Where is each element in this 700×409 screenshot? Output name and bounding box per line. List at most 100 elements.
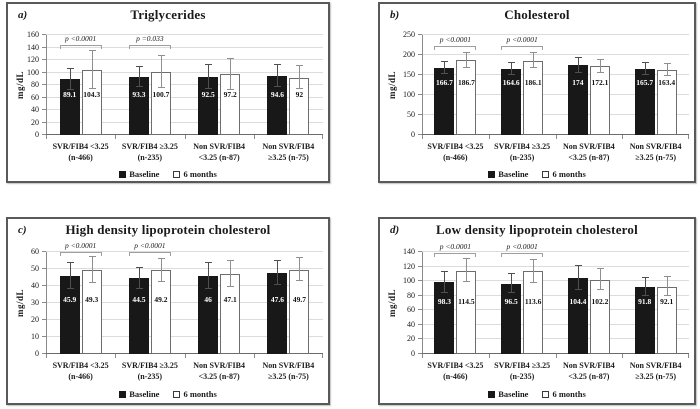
error-bar-cap — [508, 273, 516, 275]
bar-value-label: 93.3 — [132, 90, 146, 99]
significance-bracket — [434, 46, 477, 51]
bar-baseline — [434, 68, 455, 135]
category-label-line2: (n-466) — [443, 372, 468, 381]
y-tick-mark — [42, 285, 46, 287]
x-axis-line — [46, 134, 323, 135]
error-bar — [577, 266, 579, 290]
error-bar-cap — [88, 282, 96, 284]
gridline — [46, 34, 323, 35]
bar-group: 91.8 92.1 — [622, 252, 689, 354]
y-tick-label: 120 — [27, 55, 39, 64]
bar-value-label: 49.2 — [154, 294, 168, 304]
bar-baseline — [128, 278, 149, 354]
gridline — [422, 309, 689, 311]
category-label-line2: (n-466) — [68, 372, 93, 381]
bar-value-label: 104.4 — [569, 297, 587, 307]
error-bar-cap — [641, 61, 649, 63]
panel-b-cholesterol: b) Cholesterol mg/dL 0 50 100 150 200 250 166.7 18… — [378, 2, 696, 183]
category-label-line2: ≥3.25 (n-75) — [267, 153, 309, 162]
bar-value-label: 89.1 — [63, 90, 77, 99]
category-label-line1: SVR/FIB4 ≥3.25 — [494, 361, 551, 370]
error-bar-cap — [66, 262, 74, 264]
bar-value-label: 164.6 — [502, 78, 520, 87]
category-label-line1: SVR/FIB4 <3.25 — [427, 142, 484, 151]
category-label-line1: Non SVR/FIB4 — [562, 142, 615, 151]
bar-value-label: 163.4 — [658, 78, 676, 87]
y-tick-label: 160 — [27, 30, 39, 39]
y-tick-label: 0 — [35, 349, 39, 358]
x-axis-labels: SVR/FIB4 <3.25 (n-466) SVR/FIB4 ≥3.25 (n-23… — [422, 360, 689, 382]
gridline — [46, 302, 323, 303]
error-bar-cap — [663, 74, 671, 76]
y-tick-label: 80 — [407, 290, 415, 300]
category-label-line2: (n-235) — [509, 153, 535, 162]
plot-area: 0 20 40 60 80 100 120 140 98.3 114.5 96.5 113.6 104.… — [403, 242, 689, 358]
x-axis-labels: SVR/FIB4 <3.25 (n-466) SVR/FIB4 ≥3.25 (n-23… — [46, 141, 323, 163]
error-bar — [160, 55, 162, 89]
legend: Baseline 6 months — [8, 389, 328, 399]
y-tick-mark — [42, 268, 46, 269]
legend-label: 6 months — [552, 389, 586, 399]
y-axis-line — [422, 252, 423, 354]
y-tick-mark — [418, 94, 422, 95]
error-bar — [466, 53, 468, 68]
legend-swatch-6months-icon — [173, 390, 181, 398]
error-bar-cap — [205, 287, 213, 289]
p-value-label: p <0.0001 — [439, 35, 472, 45]
legend-label: 6 months — [183, 389, 217, 399]
y-tick-label: 60 — [31, 247, 39, 256]
bar-value-label: 96.5 — [504, 297, 518, 307]
gridline — [422, 251, 689, 252]
y-tick-label: 0 — [411, 349, 415, 358]
panel-letter: b) — [390, 9, 400, 21]
category-label: Non SVR/FIB4 ≥3.25 (n-75) — [622, 141, 689, 163]
error-bar-cap — [663, 295, 671, 297]
plot-area: 0 10 20 30 40 50 60 45.9 49.3 44.5 49.2 46 47.1 47.6 4… — [31, 241, 323, 358]
bar-value-label: 172.1 — [591, 78, 609, 87]
category-label-line1: Non SVR/FIB4 — [562, 361, 615, 370]
error-bar-cap — [574, 57, 582, 59]
gridline — [422, 265, 689, 267]
error-bar-cap — [296, 87, 304, 89]
error-bar-cap — [205, 262, 213, 264]
y-axis-line — [422, 35, 423, 135]
bar-value-label: 46 — [204, 294, 212, 304]
bar-group: 98.3 114.5 — [422, 252, 489, 354]
x-tick-mark — [555, 354, 557, 358]
error-bar-cap — [463, 66, 471, 68]
legend-item: Baseline — [488, 169, 528, 179]
error-bar-cap — [66, 287, 74, 289]
error-bar-cap — [596, 288, 604, 290]
error-bar-cap — [596, 58, 604, 60]
legend-label: 6 months — [552, 169, 586, 179]
y-tick-label: 140 — [403, 247, 415, 256]
x-axis-labels: SVR/FIB4 <3.25 (n-466) SVR/FIB4 ≥3.25 (n-23… — [46, 360, 323, 382]
bar-group: 47.6 49.7 — [254, 252, 323, 354]
panel-letter: c) — [18, 224, 27, 236]
bar-6months — [589, 279, 610, 354]
category-label-line2: ≥3.25 (n-75) — [635, 372, 677, 381]
error-bar — [138, 268, 140, 289]
bar-6months — [150, 270, 171, 354]
bar-baseline — [567, 277, 588, 354]
y-tick-label: 40 — [31, 105, 39, 114]
category-label-line1: SVR/FIB4 <3.25 — [427, 361, 484, 370]
bar-value-label: 113.6 — [524, 297, 542, 307]
error-bar-cap — [641, 277, 649, 279]
error-bar — [91, 51, 93, 89]
error-bar-cap — [135, 85, 143, 87]
p-value-label: p <0.0001 — [64, 33, 97, 43]
bar-value-label: 186.7 — [457, 78, 475, 87]
y-tick-mark — [42, 84, 46, 85]
significance-bracket — [501, 253, 544, 258]
category-label-line1: Non SVR/FIB4 — [262, 142, 315, 151]
category-label-line2: ≥3.25 (n-75) — [635, 153, 677, 162]
bar-baseline — [567, 65, 588, 135]
bar-value-label: 47.6 — [270, 294, 284, 304]
error-bar-cap — [296, 280, 304, 282]
y-tick-label: 50 — [31, 264, 39, 273]
significance-bracket — [59, 252, 102, 257]
p-value-label: p <0.0001 — [134, 241, 166, 251]
category-label-line1: Non SVR/FIB4 — [262, 361, 315, 370]
error-bar — [666, 63, 668, 76]
